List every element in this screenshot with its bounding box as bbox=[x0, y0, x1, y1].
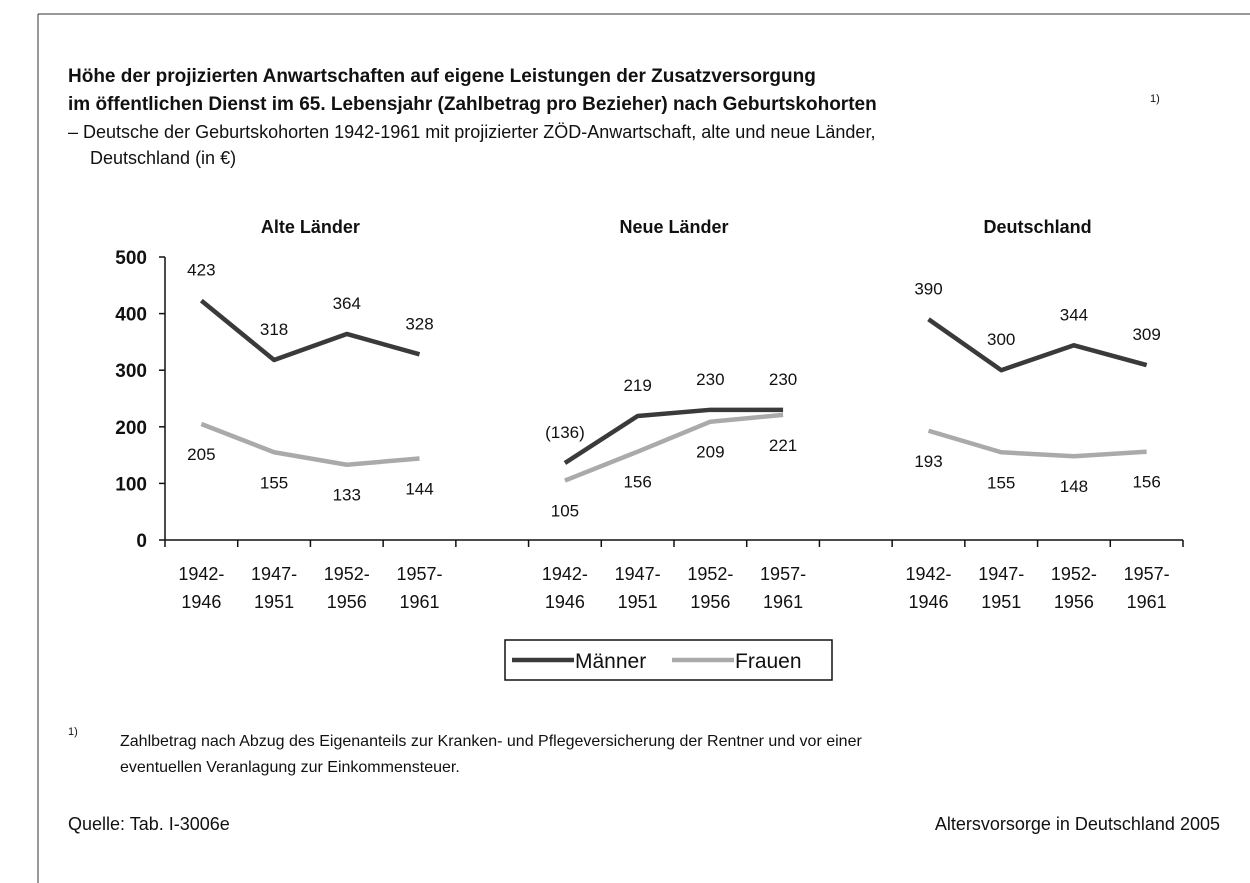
value-label: 230 bbox=[769, 370, 797, 389]
value-label: 309 bbox=[1132, 325, 1160, 344]
panel-title: Deutschland bbox=[984, 217, 1092, 237]
footnote-line: Zahlbetrag nach Abzug des Eigenanteils z… bbox=[120, 733, 862, 750]
x-tick-label: 1942- bbox=[542, 564, 588, 584]
value-label: 156 bbox=[1132, 473, 1160, 492]
value-label: 328 bbox=[405, 314, 433, 333]
value-label: 318 bbox=[260, 320, 288, 339]
x-tick-label: 1961 bbox=[1127, 592, 1167, 612]
x-tick-label: 1946 bbox=[545, 592, 585, 612]
x-tick-label: 1951 bbox=[618, 592, 658, 612]
x-tick-label: 1952- bbox=[687, 564, 733, 584]
x-tick-label: 1957- bbox=[760, 564, 806, 584]
x-tick-label: 1952- bbox=[1051, 564, 1097, 584]
y-tick-label: 500 bbox=[115, 248, 147, 269]
value-label: 209 bbox=[696, 443, 724, 462]
x-tick-label: 1951 bbox=[254, 592, 294, 612]
x-tick-label: 1956 bbox=[1054, 592, 1094, 612]
x-tick-label: 1951 bbox=[981, 592, 1021, 612]
series-line bbox=[564, 412, 784, 483]
x-tick-label: 1956 bbox=[690, 592, 730, 612]
x-tick-label: 1961 bbox=[763, 592, 803, 612]
y-tick-label: 400 bbox=[115, 305, 147, 326]
value-label: 148 bbox=[1060, 477, 1088, 496]
y-tick-label: 200 bbox=[115, 418, 147, 439]
subtitle-line: – Deutsche der Geburtskohorten 1942-1961… bbox=[68, 122, 875, 142]
value-label: 230 bbox=[696, 370, 724, 389]
value-label: 155 bbox=[987, 473, 1015, 492]
value-label: 423 bbox=[187, 261, 215, 280]
value-label: 364 bbox=[333, 294, 361, 313]
x-tick-label: 1961 bbox=[399, 592, 439, 612]
value-label: 133 bbox=[333, 486, 361, 505]
legend-label: Frauen bbox=[735, 650, 802, 673]
y-tick-label: 300 bbox=[115, 361, 147, 382]
series-line bbox=[927, 317, 1148, 373]
value-label: 221 bbox=[769, 436, 797, 455]
x-tick-label: 1957- bbox=[396, 564, 442, 584]
x-tick-label: 1946 bbox=[181, 592, 221, 612]
title-line: im öffentlichen Dienst im 65. Lebensjahr… bbox=[68, 94, 877, 115]
value-label: 156 bbox=[623, 473, 651, 492]
value-label: 390 bbox=[914, 279, 942, 298]
value-label: 300 bbox=[987, 330, 1015, 349]
y-tick-label: 100 bbox=[115, 474, 147, 495]
value-label: 105 bbox=[551, 502, 579, 521]
x-tick-label: 1942- bbox=[178, 564, 224, 584]
source: Quelle: Tab. I-3006e bbox=[68, 814, 230, 834]
x-tick-label: 1957- bbox=[1124, 564, 1170, 584]
panel-title: Alte Länder bbox=[261, 217, 360, 237]
y-tick-label: 0 bbox=[136, 531, 147, 552]
series-line bbox=[563, 407, 784, 465]
value-label: 344 bbox=[1060, 305, 1088, 324]
x-tick-label: 1956 bbox=[327, 592, 367, 612]
panel-title: Neue Länder bbox=[619, 217, 728, 237]
footnote-mark: 1) bbox=[68, 726, 78, 738]
publication: Altersvorsorge in Deutschland 2005 bbox=[935, 814, 1220, 834]
title-line: Höhe der projizierten Anwartschaften auf… bbox=[68, 66, 816, 87]
series-line bbox=[200, 421, 420, 467]
value-label: (136) bbox=[545, 423, 585, 442]
value-label: 219 bbox=[623, 376, 651, 395]
series-line bbox=[199, 298, 421, 363]
x-tick-label: 1942- bbox=[905, 564, 951, 584]
title-note: 1) bbox=[1150, 93, 1160, 105]
x-tick-label: 1947- bbox=[251, 564, 297, 584]
legend-label: Männer bbox=[575, 650, 646, 673]
x-tick-label: 1952- bbox=[324, 564, 370, 584]
x-tick-label: 1947- bbox=[978, 564, 1024, 584]
value-label: 155 bbox=[260, 473, 288, 492]
x-tick-label: 1946 bbox=[908, 592, 948, 612]
value-label: 144 bbox=[405, 479, 433, 498]
subtitle-line: Deutschland (in €) bbox=[90, 148, 236, 168]
x-tick-label: 1947- bbox=[615, 564, 661, 584]
series-line bbox=[927, 428, 1147, 459]
value-label: 205 bbox=[187, 445, 215, 464]
legend-box bbox=[504, 639, 833, 681]
value-label: 193 bbox=[914, 452, 942, 471]
footnote-line: eventuellen Veranlagung zur Einkommenste… bbox=[120, 759, 460, 776]
